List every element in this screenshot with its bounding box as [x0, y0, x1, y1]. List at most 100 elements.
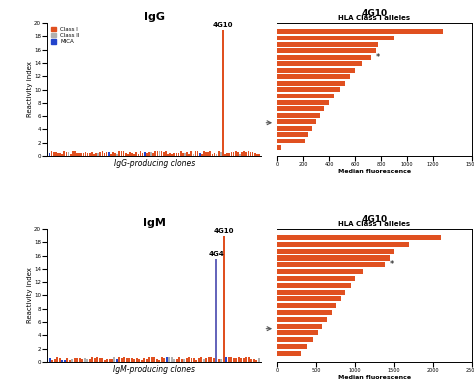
Bar	[66, 358, 68, 362]
Bar	[211, 154, 213, 156]
Bar	[277, 344, 307, 349]
Bar	[277, 132, 309, 137]
Bar	[108, 152, 109, 156]
Bar	[215, 358, 218, 362]
Bar	[114, 153, 116, 156]
Bar	[140, 151, 141, 156]
Bar	[76, 153, 78, 156]
Bar	[150, 152, 152, 156]
Bar	[161, 357, 163, 362]
Bar	[69, 360, 71, 362]
Bar	[277, 119, 316, 124]
Bar	[277, 310, 332, 315]
Bar	[142, 153, 144, 156]
Bar	[118, 357, 120, 362]
Bar	[203, 360, 205, 362]
X-axis label: Median fluorescence: Median fluorescence	[338, 169, 411, 174]
Bar	[213, 358, 215, 362]
Bar	[252, 152, 254, 156]
Bar	[87, 152, 89, 156]
Bar	[74, 151, 76, 156]
Bar	[203, 151, 205, 156]
Bar	[169, 153, 171, 156]
Bar	[113, 357, 116, 362]
Bar	[49, 153, 50, 156]
Bar	[166, 357, 168, 362]
Title: IgM: IgM	[143, 218, 166, 228]
Bar	[237, 152, 238, 156]
Bar	[59, 154, 61, 156]
Bar	[218, 359, 220, 362]
Bar	[210, 151, 211, 156]
Bar	[86, 359, 88, 362]
Bar	[76, 358, 78, 362]
Bar	[57, 154, 59, 156]
Bar	[51, 360, 54, 362]
Bar	[49, 358, 51, 362]
Bar	[277, 55, 371, 60]
Bar	[91, 152, 93, 156]
Bar	[277, 283, 351, 288]
Bar	[223, 357, 225, 362]
Bar	[118, 151, 120, 156]
Bar	[141, 360, 143, 362]
Bar	[120, 151, 122, 156]
Bar	[277, 29, 443, 34]
Bar	[258, 154, 260, 156]
Bar	[79, 358, 81, 362]
Bar	[231, 152, 232, 156]
Bar	[116, 154, 118, 156]
Bar	[123, 357, 126, 362]
Bar	[218, 151, 219, 156]
Bar	[155, 151, 156, 156]
Bar	[123, 151, 124, 156]
Bar	[78, 153, 80, 156]
Bar	[175, 359, 178, 362]
Bar	[277, 296, 341, 301]
Bar	[224, 154, 226, 156]
Bar	[235, 151, 237, 156]
Bar	[277, 106, 324, 111]
Bar	[103, 360, 106, 362]
Bar	[277, 235, 440, 240]
Bar	[277, 94, 334, 99]
Bar	[277, 42, 378, 47]
X-axis label: IgG-producing clones: IgG-producing clones	[114, 159, 195, 168]
Text: 4G4: 4G4	[209, 251, 224, 257]
Bar	[216, 154, 218, 156]
Text: 4G10: 4G10	[213, 22, 233, 28]
Bar	[161, 151, 163, 156]
Bar	[208, 357, 210, 362]
Y-axis label: Reactivity index: Reactivity index	[27, 62, 33, 117]
Y-axis label: Reactivity index: Reactivity index	[27, 268, 33, 323]
Bar	[110, 154, 112, 156]
Bar	[93, 154, 95, 156]
Title: HLA Class I alleles: HLA Class I alleles	[338, 221, 410, 227]
Bar	[183, 359, 185, 362]
Bar	[255, 360, 257, 362]
Bar	[238, 357, 240, 362]
Bar	[277, 145, 281, 150]
Bar	[168, 357, 170, 362]
Bar	[104, 153, 105, 156]
Bar	[85, 152, 86, 156]
Bar	[247, 151, 249, 156]
Bar	[235, 358, 237, 362]
Bar	[163, 358, 165, 362]
Bar	[277, 249, 394, 254]
Bar	[146, 359, 148, 362]
Bar	[64, 360, 66, 362]
Bar	[163, 152, 164, 156]
Bar	[247, 357, 250, 362]
Bar	[184, 153, 186, 156]
Bar	[61, 360, 64, 362]
Bar	[186, 152, 188, 156]
Bar	[56, 357, 58, 362]
Bar	[153, 357, 155, 362]
Bar	[71, 359, 73, 362]
Bar	[97, 153, 99, 156]
Bar	[61, 154, 63, 156]
Bar	[53, 152, 55, 156]
Bar	[128, 358, 130, 362]
Bar	[220, 359, 222, 362]
